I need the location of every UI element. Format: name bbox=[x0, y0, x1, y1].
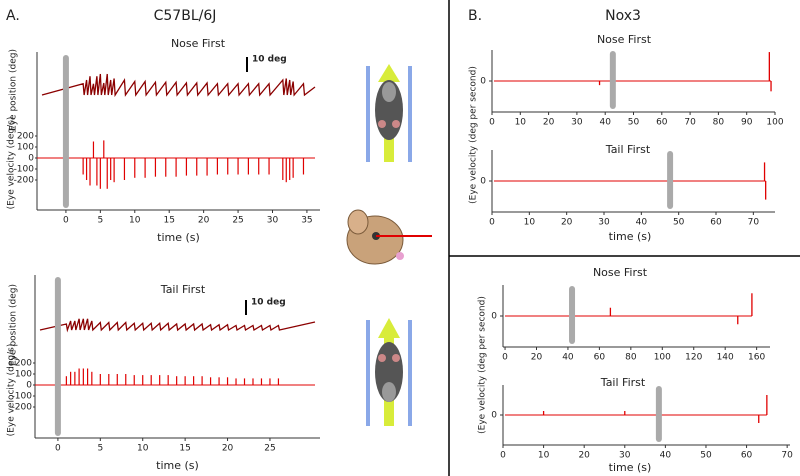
x-tick-label: 70 bbox=[684, 118, 696, 128]
x-tick-label: 20 bbox=[198, 216, 210, 226]
x-tick-label: 10 bbox=[524, 218, 536, 228]
x-tick-label: 5 bbox=[97, 444, 103, 454]
y-axis-label: (Eye velocity (deg per second) bbox=[469, 66, 479, 204]
x-tick-label: 60 bbox=[594, 353, 606, 363]
y-tick-label: 0 bbox=[491, 411, 497, 421]
x-tick-label: 0 bbox=[500, 451, 506, 461]
y-tick-label: 0 bbox=[480, 177, 486, 187]
panel-title: Nox3 bbox=[605, 8, 641, 24]
x-tick-label: 30 bbox=[267, 216, 279, 226]
x-tick-label: 30 bbox=[598, 218, 610, 228]
x-tick-label: 100 bbox=[654, 353, 671, 363]
x-tick-label: 20 bbox=[531, 353, 543, 363]
x-tick-label: 40 bbox=[660, 451, 672, 461]
x-tick-label: 15 bbox=[179, 444, 190, 454]
x-axis-label: time (s) bbox=[157, 231, 200, 244]
x-tick-label: 5 bbox=[97, 216, 103, 226]
x-tick-label: 90 bbox=[741, 118, 753, 128]
x-tick-label: 70 bbox=[781, 451, 793, 461]
eye-position-trace bbox=[39, 318, 316, 333]
y-tick-label: -100 bbox=[14, 165, 35, 175]
panel-label: A. bbox=[6, 8, 20, 24]
y-tick-label: 200 bbox=[17, 132, 34, 142]
x-tick-label: 25 bbox=[264, 444, 275, 454]
x-tick-label: 50 bbox=[628, 118, 640, 128]
y-axis-label: (Eye velocity (deg per second) bbox=[478, 296, 488, 434]
y-tick-label: 100 bbox=[15, 370, 32, 380]
x-tick-label: 120 bbox=[685, 353, 702, 363]
plot-title: Tail First bbox=[160, 283, 206, 296]
x-tick-label: 60 bbox=[656, 118, 668, 128]
x-tick-label: 30 bbox=[571, 118, 583, 128]
x-tick-label: 50 bbox=[700, 451, 712, 461]
y-axis-label: (Eye velocity (deg/s) bbox=[7, 117, 17, 210]
x-tick-label: 40 bbox=[562, 353, 574, 363]
x-axis-label: time (s) bbox=[609, 461, 652, 474]
scale-bar-label: 10 deg bbox=[252, 55, 287, 65]
x-tick-label: 30 bbox=[619, 451, 631, 461]
x-tick-label: 0 bbox=[489, 118, 495, 128]
plot-title: Nose First bbox=[171, 37, 226, 50]
y-tick-label: -200 bbox=[14, 176, 35, 186]
eye-position-trace bbox=[41, 73, 316, 98]
plot-title: Tail First bbox=[600, 376, 646, 389]
plot-title: Tail First bbox=[605, 143, 651, 156]
y-tick-label: -200 bbox=[12, 403, 33, 413]
x-tick-label: 20 bbox=[561, 218, 573, 228]
x-tick-label: 60 bbox=[710, 218, 722, 228]
y-axis-label: (Eye velocity (deg/s) bbox=[7, 344, 17, 437]
y-tick-label: 0 bbox=[491, 312, 497, 322]
mouse-head-illustration bbox=[346, 209, 432, 265]
y-tick-label: 0 bbox=[480, 77, 486, 87]
y-tick-label: 100 bbox=[17, 143, 34, 153]
x-tick-label: 20 bbox=[222, 444, 234, 454]
x-tick-label: 15 bbox=[163, 216, 174, 226]
y-tick-label: 200 bbox=[15, 359, 32, 369]
x-tick-label: 0 bbox=[63, 216, 69, 226]
x-tick-label: 50 bbox=[673, 218, 685, 228]
x-tick-label: 40 bbox=[636, 218, 648, 228]
y-tick-label: 0 bbox=[26, 381, 32, 391]
panel-title: C57BL/6J bbox=[154, 8, 217, 24]
x-tick-label: 10 bbox=[515, 118, 527, 128]
mouse-illustration bbox=[366, 318, 412, 426]
x-tick-label: 60 bbox=[741, 451, 753, 461]
x-tick-label: 20 bbox=[578, 451, 590, 461]
x-tick-label: 0 bbox=[55, 444, 61, 454]
x-tick-label: 25 bbox=[232, 216, 243, 226]
x-tick-label: 35 bbox=[301, 216, 312, 226]
y-axis-label: Eye position (deg) bbox=[9, 49, 19, 131]
x-tick-label: 80 bbox=[713, 118, 725, 128]
x-tick-label: 0 bbox=[489, 218, 495, 228]
x-axis-label: time (s) bbox=[609, 230, 652, 243]
x-tick-label: 40 bbox=[599, 118, 611, 128]
y-tick-label: -100 bbox=[12, 392, 33, 402]
mouse-illustration bbox=[366, 64, 412, 162]
x-tick-label: 10 bbox=[137, 444, 149, 454]
panel-label: B. bbox=[468, 8, 482, 24]
x-tick-label: 10 bbox=[538, 451, 550, 461]
x-tick-label: 70 bbox=[748, 218, 760, 228]
x-tick-label: 20 bbox=[543, 118, 555, 128]
x-tick-label: 100 bbox=[766, 118, 783, 128]
y-axis-label: Eye position (deg) bbox=[9, 284, 19, 366]
x-tick-label: 0 bbox=[502, 353, 508, 363]
x-tick-label: 80 bbox=[625, 353, 637, 363]
x-tick-label: 160 bbox=[748, 353, 765, 363]
x-axis-label: time (s) bbox=[156, 459, 199, 472]
y-tick-label: 0 bbox=[28, 154, 34, 164]
scale-bar-label: 10 deg bbox=[251, 298, 286, 308]
x-tick-label: 10 bbox=[129, 216, 141, 226]
plot-title: Nose First bbox=[593, 266, 648, 279]
x-tick-label: 140 bbox=[717, 353, 734, 363]
plot-title: Nose First bbox=[597, 33, 652, 46]
